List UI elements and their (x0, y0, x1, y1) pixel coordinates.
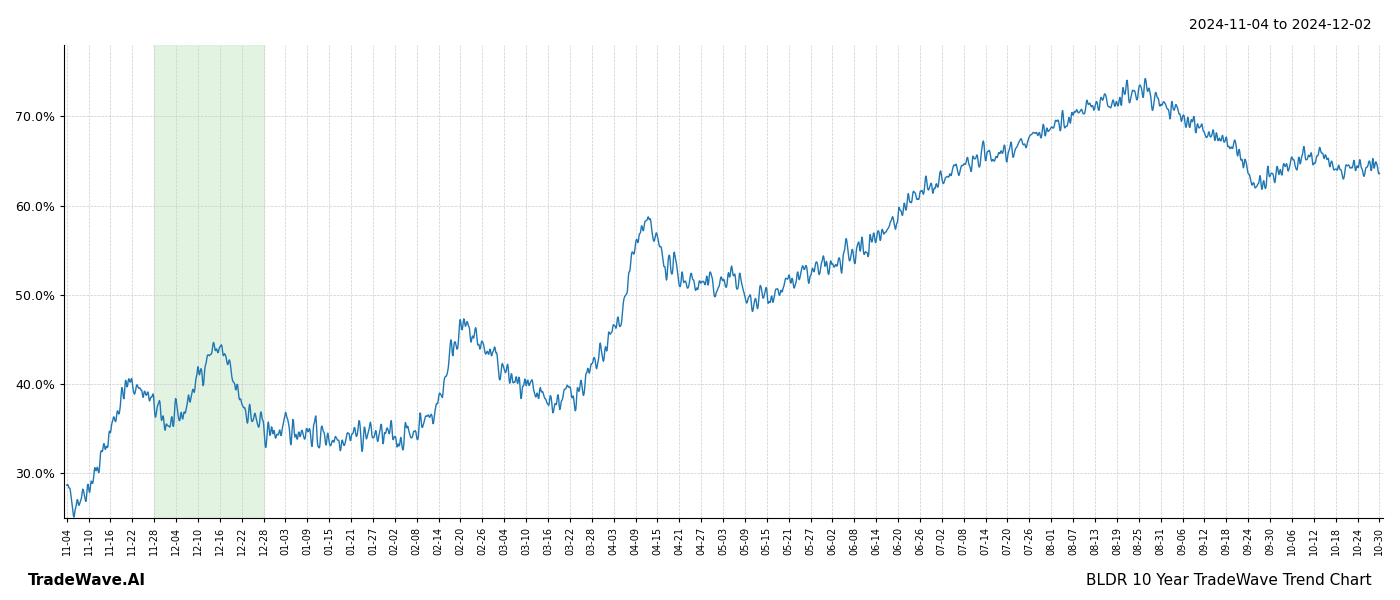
Text: 2024-11-04 to 2024-12-02: 2024-11-04 to 2024-12-02 (1190, 18, 1372, 32)
Bar (154, 45, 263, 518)
Text: BLDR 10 Year TradeWave Trend Chart: BLDR 10 Year TradeWave Trend Chart (1086, 573, 1372, 588)
Text: TradeWave.AI: TradeWave.AI (28, 573, 146, 588)
